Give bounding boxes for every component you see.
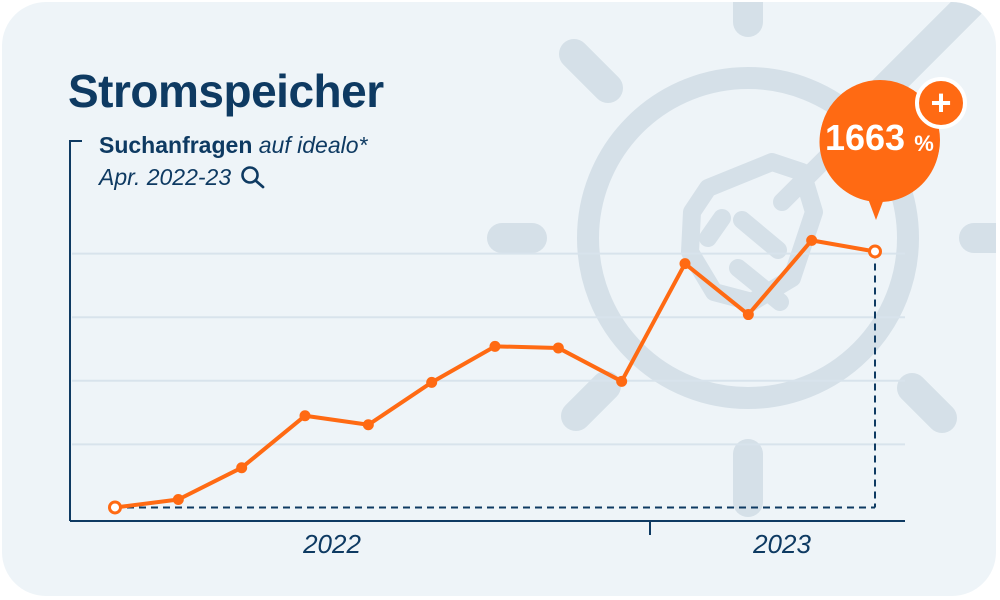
- data-point-9: [616, 375, 628, 387]
- y-axis: [69, 140, 82, 521]
- grid-lines: [72, 252, 905, 446]
- data-point-1: [108, 500, 122, 515]
- badge-value: 1663: [825, 117, 905, 158]
- x-tick-label-2022: 2022: [302, 529, 361, 559]
- badge-unit: %: [914, 131, 934, 156]
- data-point-11: [742, 309, 754, 321]
- reference-lines: [115, 251, 876, 509]
- magnifier-icon: [240, 165, 266, 195]
- chart-subtitle: Suchanfragen auf idealo*: [99, 132, 367, 159]
- x-tick-label-2023: 2023: [752, 529, 811, 559]
- data-point-8: [552, 342, 564, 354]
- data-point-6: [426, 376, 438, 388]
- period-label: Apr. 2022-23: [99, 164, 232, 190]
- data-point-13: [868, 244, 882, 259]
- plus-circle: [915, 77, 967, 129]
- percent-change-badge: + 1663 %: [819, 77, 967, 220]
- chart-period: Apr. 2022-23: [99, 164, 266, 195]
- data-point-7: [489, 340, 501, 352]
- data-point-5: [362, 419, 374, 431]
- badge-sign: +: [930, 82, 951, 123]
- chart-axes: [69, 140, 905, 535]
- subtitle-metric: Suchanfragen: [99, 132, 253, 158]
- data-point-4: [299, 410, 311, 422]
- series-points: [108, 234, 882, 515]
- badge-circle: [820, 80, 940, 200]
- data-point-10: [679, 258, 691, 270]
- data-point-12: [806, 234, 818, 246]
- data-point-2: [172, 494, 184, 506]
- subtitle-source: auf idealo*: [252, 132, 368, 158]
- series-line: [113, 238, 877, 510]
- chart-title: Stromspeicher: [68, 65, 384, 117]
- data-point-3: [236, 462, 248, 474]
